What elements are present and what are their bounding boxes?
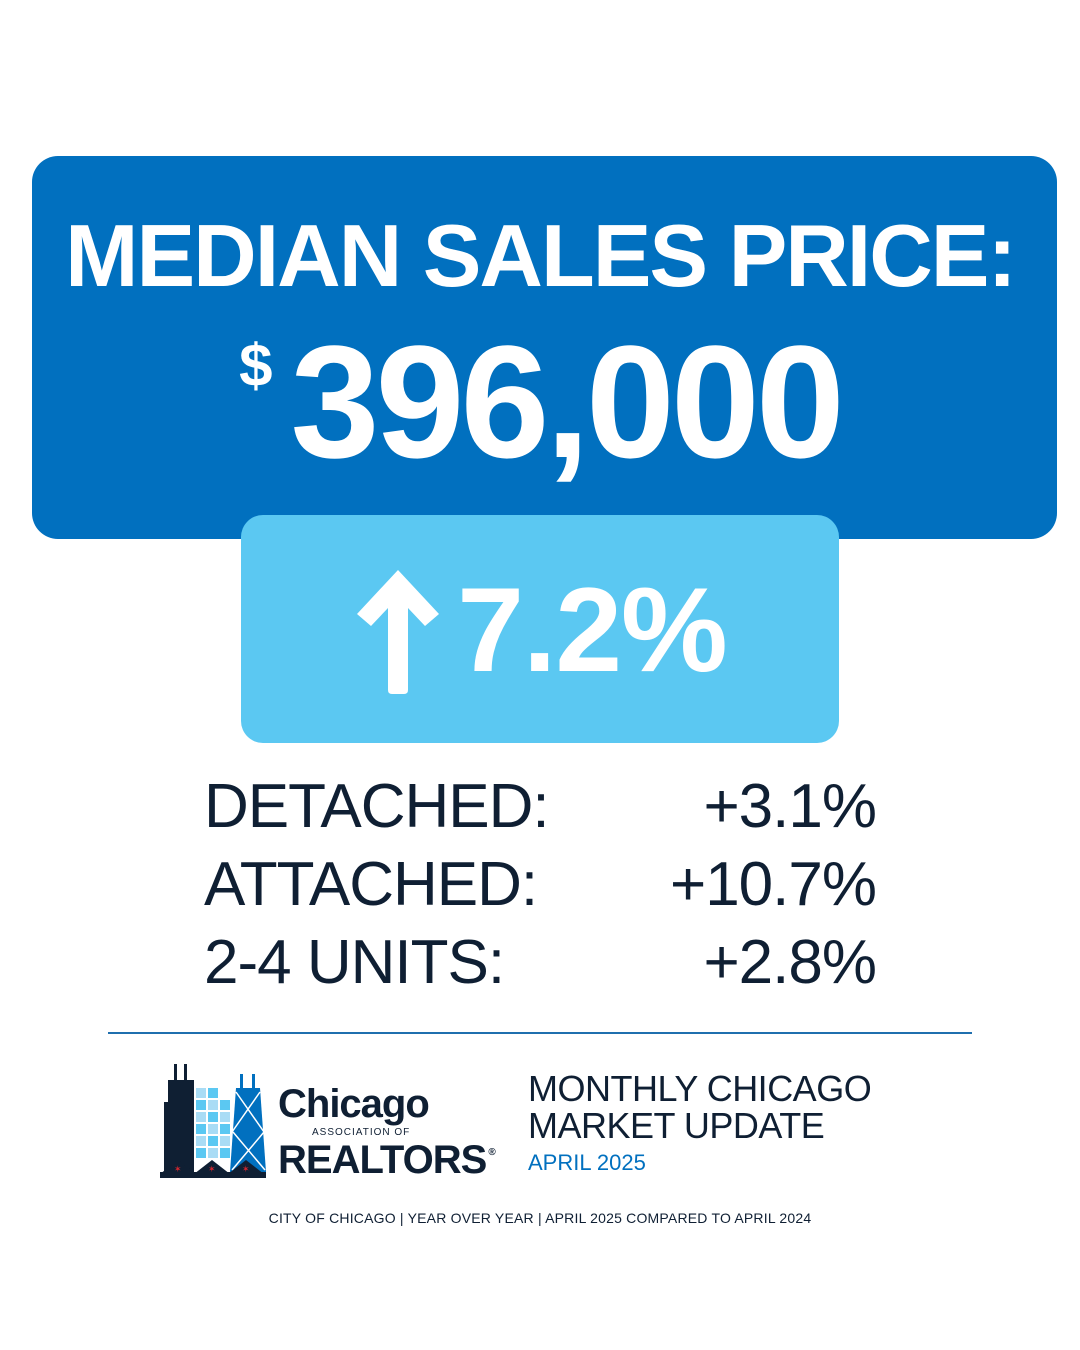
logo-wordmark-association: ASSOCIATION OF — [312, 1127, 411, 1138]
change-percent: 7.2% — [457, 563, 728, 697]
logo-realtors-text: REALTORS — [278, 1138, 487, 1182]
price-row: $396,000 — [0, 322, 1080, 482]
breakdown-list: DETACHED: +3.1% ATTACHED: +10.7% 2-4 UNI… — [204, 768, 877, 1002]
headline: MEDIAN SALES PRICE: — [65, 206, 1017, 305]
footnote: CITY OF CHICAGO | YEAR OVER YEAR | APRIL… — [268, 1210, 812, 1226]
change-panel — [241, 515, 839, 743]
change-row: 7.2% — [241, 560, 839, 700]
breakdown-row-2-4-units: 2-4 UNITS: +2.8% — [204, 924, 877, 1002]
skyline-icon: ✶ ✶ ✶ — [160, 1064, 266, 1178]
currency-symbol: $ — [239, 332, 273, 399]
breakdown-value: +2.8% — [703, 928, 877, 997]
update-title-line2: MARKET UPDATE — [528, 1105, 825, 1146]
logo-wordmark-realtors: REALTORS ® — [278, 1138, 496, 1182]
median-price: 396,000 — [290, 312, 845, 491]
logo-wordmark-chicago: Chicago — [278, 1082, 430, 1126]
svg-text:✶: ✶ — [242, 1165, 250, 1175]
breakdown-label: 2-4 UNITS: — [204, 928, 505, 997]
breakdown-label: DETACHED: — [204, 772, 550, 841]
update-month: APRIL 2025 — [528, 1150, 646, 1175]
up-arrow-icon — [357, 570, 440, 694]
svg-text:✶: ✶ — [174, 1165, 182, 1175]
update-title-line1: MONTHLY CHICAGO — [528, 1068, 872, 1109]
breakdown-label: ATTACHED: — [204, 850, 538, 919]
breakdown-value: +3.1% — [703, 772, 877, 841]
breakdown-row-attached: ATTACHED: +10.7% — [204, 846, 877, 924]
divider — [108, 1032, 972, 1034]
breakdown-value: +10.7% — [669, 850, 877, 919]
breakdown-row-detached: DETACHED: +3.1% — [204, 768, 877, 846]
chicago-realtors-logo: ✶ ✶ ✶ Chicago ASSOCIATION OF REALTORS ® — [160, 1062, 505, 1180]
registered-mark: ® — [488, 1147, 495, 1158]
svg-text:✶: ✶ — [208, 1165, 216, 1175]
update-title: MONTHLY CHICAGO MARKET UPDATE — [528, 1068, 872, 1146]
price-panel — [32, 156, 1057, 539]
